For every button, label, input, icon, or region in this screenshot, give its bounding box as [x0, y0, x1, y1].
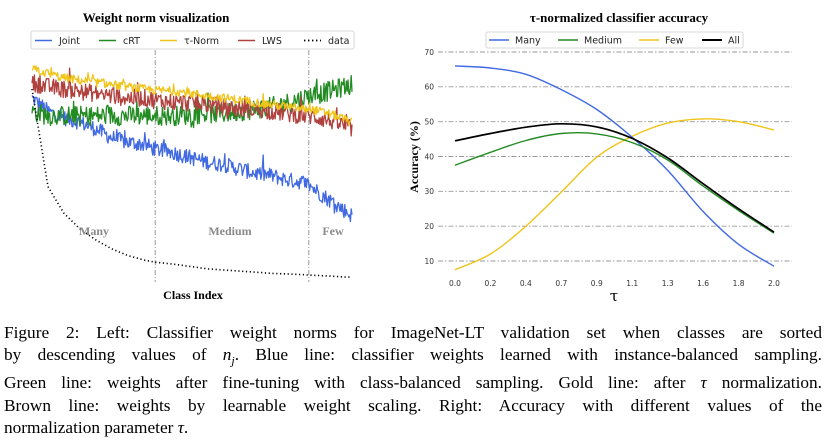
math-symbol: nj: [222, 345, 235, 368]
legend-label: data: [328, 36, 349, 47]
series-line-joint: [31, 95, 353, 223]
y-tick-label: 10: [424, 257, 434, 266]
y-tick-label: 40: [424, 152, 434, 161]
y-tick-label: 50: [424, 117, 434, 126]
legend-item-few: Few: [639, 36, 684, 47]
tau-accuracy-chart: τ-normalized classifier accuracy 10 20 30 4…: [407, 10, 792, 305]
legend-item-data: data: [304, 36, 349, 47]
series-line-all: [454, 122, 775, 233]
x-tick-label: 0.2: [484, 279, 496, 288]
legend-label: All: [728, 36, 740, 47]
caption-line: Green line: weights after fine-tuning wi…: [4, 373, 822, 393]
plot-area: Many Medium Few: [31, 50, 353, 282]
legend-label: cRT: [123, 36, 140, 47]
caption-line: Brown line: weights by learnable weight …: [4, 395, 822, 415]
series-line-data: [31, 89, 353, 279]
x-tick-label: 0.7: [555, 279, 567, 288]
y-axis-title: Accuracy (%): [407, 121, 421, 193]
region-label-few: Few: [322, 224, 344, 238]
caption-line: Figure 2: Left: Classifier weight norms …: [4, 323, 822, 342]
legend-item-lws: LWS: [238, 36, 282, 47]
legend-item-medium: Medium: [558, 36, 622, 47]
x-axis-title: τ: [610, 287, 618, 305]
caption-line: normalization parameter τ.: [4, 418, 189, 438]
legend-box: [30, 30, 355, 50]
legend-label: Joint: [58, 36, 80, 47]
caption-line: by descending values of nj. Blue line: c…: [4, 345, 822, 368]
x-axis-title: Class Index: [163, 288, 223, 302]
y-tick-label: 30: [424, 187, 434, 196]
chart-title-text: τ-normalized classifier accuracy: [530, 10, 709, 25]
legend-label: Medium: [584, 36, 622, 47]
plot-area: [454, 65, 775, 271]
region-label-many: Many: [79, 224, 109, 238]
x-tick-label: 1.6: [697, 279, 709, 288]
series-line-few: [454, 118, 775, 271]
legend-item-all: All: [702, 36, 740, 47]
legend: Many Medium Few All: [485, 31, 744, 49]
chart-title: Weight norm visualization: [83, 10, 230, 25]
legend-label: Few: [665, 36, 684, 47]
legend-label: LWS: [262, 36, 282, 47]
x-tick-label: 1.3: [662, 279, 674, 288]
legend-label: τ-Norm: [184, 36, 219, 47]
region-label-medium: Medium: [208, 224, 251, 238]
y-tick-label: 70: [424, 48, 434, 57]
series-line-many: [454, 65, 775, 267]
x-tick-label: 1.8: [733, 279, 745, 288]
x-tick-label: 2.0: [768, 279, 780, 288]
legend-box: [485, 31, 744, 49]
series-line-medium: [454, 131, 775, 234]
legend-item-tau-norm: τ-Norm: [160, 36, 219, 47]
math-symbol: τ: [177, 418, 184, 438]
math-symbol: τ: [700, 373, 707, 393]
x-tick-label: 0.0: [449, 279, 461, 288]
chart-title: τ-normalized classifier accuracy: [530, 10, 709, 25]
grid: 10 20 30 40 50 60 70 0.0 0.2 0.4 0.7 0.9 1.1 1.3 1.6 1.…: [424, 48, 792, 288]
series-line-crt: [31, 74, 353, 129]
legend-label: Many: [515, 36, 541, 47]
legend: Joint cRT τ-Norm LWS data: [30, 30, 355, 50]
figure-caption: Figure 2: Left: Classifier weight norms …: [4, 322, 822, 439]
legend-item-crt: cRT: [99, 36, 140, 47]
weight-norm-chart: Weight norm visualization Many Medium Few …: [30, 10, 355, 302]
y-tick-label: 60: [424, 83, 434, 92]
x-tick-label: 0.4: [520, 279, 532, 288]
legend-item-many: Many: [489, 36, 541, 47]
y-tick-label: 20: [424, 222, 434, 231]
x-tick-label: 0.9: [591, 279, 603, 288]
legend-item-joint: Joint: [35, 36, 80, 47]
series-line-tau-norm: [31, 65, 353, 126]
x-tick-label: 1.1: [626, 279, 638, 288]
